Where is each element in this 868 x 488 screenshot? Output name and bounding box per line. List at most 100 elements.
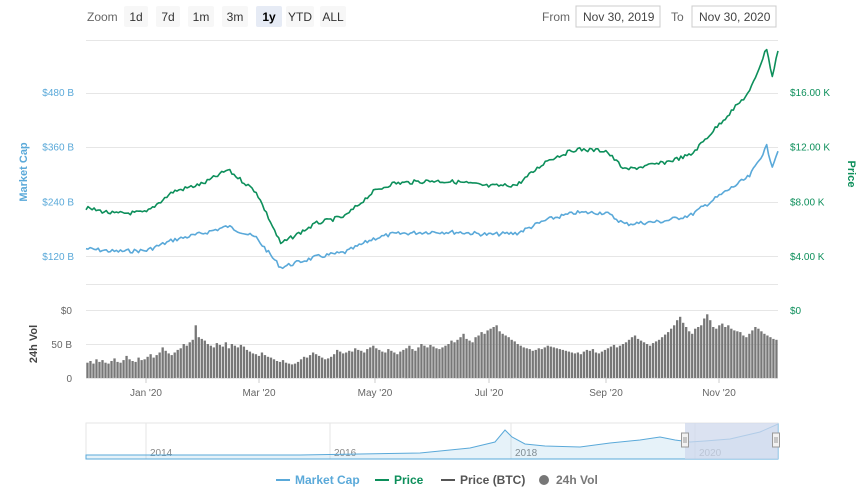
volume-bar[interactable] bbox=[420, 344, 423, 378]
volume-bar[interactable] bbox=[603, 349, 607, 378]
navigator[interactable]: 2014201620182020 bbox=[85, 422, 780, 460]
handle-grip[interactable] bbox=[681, 432, 689, 448]
volume-bar[interactable] bbox=[221, 346, 224, 379]
volume-bar[interactable] bbox=[375, 348, 378, 379]
volume-bar[interactable] bbox=[191, 339, 194, 379]
legend-item-24h-vol[interactable]: 24h Vol bbox=[539, 473, 598, 487]
volume-bar[interactable] bbox=[134, 361, 137, 378]
volume-bar[interactable] bbox=[345, 352, 348, 379]
volume-bar[interactable] bbox=[342, 353, 345, 378]
volume-bar[interactable] bbox=[513, 341, 516, 378]
volume-bar[interactable] bbox=[360, 350, 363, 378]
volume-bar[interactable] bbox=[302, 356, 306, 379]
volume-bar[interactable] bbox=[688, 331, 691, 379]
volume-bar[interactable] bbox=[323, 359, 327, 378]
volume-bar[interactable] bbox=[730, 328, 733, 378]
volume-bar[interactable] bbox=[317, 355, 321, 378]
volume-bar[interactable] bbox=[663, 334, 667, 378]
volume-bar[interactable] bbox=[399, 351, 402, 378]
volume-bar[interactable] bbox=[146, 356, 149, 379]
zoom-button-bg[interactable] bbox=[256, 6, 282, 27]
volume-bar[interactable] bbox=[164, 350, 167, 378]
volume-bar[interactable] bbox=[453, 342, 456, 378]
volume-bar[interactable] bbox=[709, 320, 712, 378]
volume-bar[interactable] bbox=[450, 340, 453, 378]
volume-bar[interactable] bbox=[739, 332, 742, 378]
volume-bar[interactable] bbox=[721, 323, 724, 378]
volume-bar[interactable] bbox=[685, 327, 688, 378]
volume-bar[interactable] bbox=[230, 344, 234, 378]
volume-bar[interactable] bbox=[266, 356, 270, 379]
volume-bar[interactable] bbox=[676, 320, 679, 378]
volume-bar[interactable] bbox=[113, 358, 116, 378]
volume-bar[interactable] bbox=[468, 340, 471, 378]
volume-bar[interactable] bbox=[694, 328, 697, 378]
volume-bar[interactable] bbox=[657, 339, 661, 379]
volume-bar[interactable] bbox=[504, 335, 507, 379]
volume-bar[interactable] bbox=[498, 331, 501, 379]
zoom-button-bg[interactable] bbox=[222, 6, 248, 27]
volume-bar[interactable] bbox=[260, 352, 264, 379]
volume-bar[interactable] bbox=[384, 352, 387, 379]
volume-bar[interactable] bbox=[519, 345, 522, 378]
volume-bar[interactable] bbox=[197, 337, 200, 378]
volume-bar[interactable] bbox=[480, 332, 483, 378]
volume-bar[interactable] bbox=[281, 360, 285, 378]
volume-bar[interactable] bbox=[531, 350, 534, 378]
volume-bar[interactable] bbox=[561, 349, 564, 378]
volume-bar[interactable] bbox=[492, 327, 495, 378]
volume-bar[interactable] bbox=[170, 355, 173, 379]
volume-bar[interactable] bbox=[239, 344, 243, 378]
volume-bar[interactable] bbox=[718, 325, 721, 378]
volume-bar[interactable] bbox=[474, 337, 477, 378]
volume-bar[interactable] bbox=[582, 351, 586, 378]
volume-bar[interactable] bbox=[348, 350, 351, 378]
volume-bar[interactable] bbox=[727, 325, 730, 378]
zoom-button-7d[interactable]: 7d bbox=[156, 6, 180, 27]
volume-bar[interactable] bbox=[456, 339, 459, 379]
volume-bar[interactable] bbox=[507, 337, 510, 378]
volume-bar[interactable] bbox=[612, 344, 616, 378]
volume-bar[interactable] bbox=[92, 363, 95, 378]
volume-bar[interactable] bbox=[137, 357, 140, 378]
navigator-right-handle[interactable] bbox=[772, 432, 780, 448]
volume-bar[interactable] bbox=[462, 333, 465, 378]
volume-bar[interactable] bbox=[387, 349, 390, 378]
volume-bar[interactable] bbox=[104, 362, 107, 378]
volume-bar[interactable] bbox=[477, 335, 480, 379]
volume-bar[interactable] bbox=[320, 357, 324, 378]
volume-bar[interactable] bbox=[233, 345, 237, 378]
volume-bar[interactable] bbox=[423, 345, 426, 378]
volume-bar[interactable] bbox=[242, 346, 246, 379]
volume-bar[interactable] bbox=[594, 352, 598, 379]
volume-bar[interactable] bbox=[633, 335, 637, 379]
volume-bar[interactable] bbox=[609, 346, 613, 379]
volume-bar[interactable] bbox=[131, 361, 134, 378]
volume-bar[interactable] bbox=[381, 351, 384, 378]
volume-bar[interactable] bbox=[408, 345, 411, 378]
volume-bar[interactable] bbox=[754, 327, 757, 378]
volume-bar[interactable] bbox=[444, 345, 447, 378]
volume-bar[interactable] bbox=[775, 339, 778, 379]
volume-bar[interactable] bbox=[357, 349, 360, 378]
volume-bar[interactable] bbox=[152, 357, 155, 378]
volume-bar[interactable] bbox=[269, 357, 273, 378]
volume-bar[interactable] bbox=[558, 349, 561, 378]
volume-bar[interactable] bbox=[227, 348, 231, 379]
volume-bar[interactable] bbox=[176, 349, 179, 378]
legend-item-price[interactable]: Price bbox=[375, 473, 424, 487]
volume-bar[interactable] bbox=[486, 330, 489, 378]
volume-bar[interactable] bbox=[366, 349, 369, 378]
volume-bar[interactable] bbox=[772, 338, 775, 378]
volume-bar[interactable] bbox=[447, 344, 450, 378]
volume-bar[interactable] bbox=[155, 355, 158, 379]
volume-bar[interactable] bbox=[275, 361, 279, 378]
volume-bar[interactable] bbox=[107, 363, 110, 378]
volume-bar[interactable] bbox=[167, 353, 170, 378]
volume-bar[interactable] bbox=[116, 361, 119, 378]
volume-bar[interactable] bbox=[555, 348, 558, 379]
volume-bar[interactable] bbox=[185, 345, 188, 378]
volume-bar[interactable] bbox=[182, 344, 185, 378]
volume-bar[interactable] bbox=[254, 354, 258, 378]
volume-bar[interactable] bbox=[393, 352, 396, 379]
